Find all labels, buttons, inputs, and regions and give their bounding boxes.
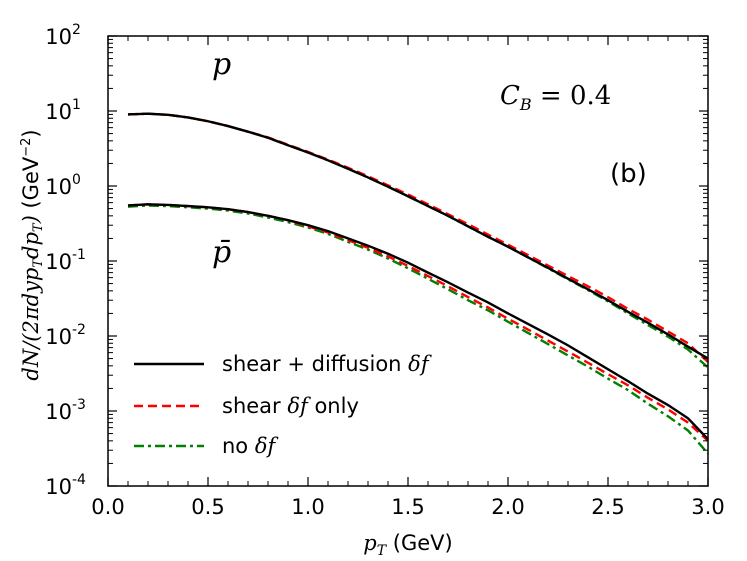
legend-entry-suffix: only — [308, 394, 359, 418]
y-axis-label-close: ) — [19, 215, 43, 224]
y-axis-label-sub2: T — [31, 222, 46, 232]
plot-frame — [107, 35, 709, 487]
x-tick-label: 3.0 — [691, 495, 724, 519]
axis-ticks — [107, 35, 709, 487]
y-tick-label: 10-3 — [45, 397, 86, 424]
y-tick-label-exp: -1 — [72, 247, 86, 263]
legend-entry-math: δf — [408, 352, 432, 376]
y-tick-label-exp: -3 — [72, 397, 86, 413]
x-axis-label-unit: (GeV) — [386, 531, 453, 555]
annotation-antiproton: p̄ — [212, 235, 231, 270]
legend-entry: shear + diffusion δf — [222, 352, 432, 376]
series-line-antiproton-solid — [127, 203, 709, 441]
x-tick-label: 2.0 — [491, 495, 524, 519]
series-line-proton-dashed — [127, 112, 709, 363]
annotation-cb-value: = 0.4 — [532, 81, 612, 111]
legend-entry-math: δf — [255, 434, 279, 458]
y-axis-label: dN/(2πdypTdpT) (GeV−2) — [19, 129, 46, 380]
y-tick-label: 102 — [45, 22, 81, 49]
y-tick-label: 101 — [45, 97, 81, 124]
series-line-antiproton-dashdot — [127, 204, 709, 455]
annotation-cb-symbol: C — [500, 81, 520, 111]
annotation-cb-sub: B — [519, 95, 532, 114]
y-tick-label-exp: 0 — [72, 172, 81, 188]
x-tick-label: 0.0 — [91, 495, 124, 519]
y-tick-label: 10-1 — [45, 247, 86, 274]
annotation-cb: CB = 0.4 — [500, 81, 611, 114]
annotation-proton: p — [212, 47, 231, 82]
y-tick-label-exp: -2 — [72, 322, 86, 338]
y-axis-label-unit-close: ) — [19, 129, 43, 137]
x-tick-label: 1.5 — [391, 495, 424, 519]
legend-entry-text: shear — [222, 394, 287, 418]
legend-entry-math: δf — [287, 394, 311, 418]
x-axis-label-symbol: p — [363, 531, 376, 555]
x-tick-label: 0.5 — [191, 495, 224, 519]
legend-entry-text: no — [222, 434, 255, 458]
y-axis-label-mid: dp — [19, 232, 43, 259]
annotation-panel-label: (b) — [610, 159, 647, 189]
y-axis-label-sub1: T — [31, 258, 46, 268]
legend-entry: shear δf only — [222, 394, 359, 418]
y-axis-label-expr: dN/(2πdyp — [19, 268, 43, 381]
y-tick-label: 10-2 — [45, 322, 86, 349]
plot-lines — [127, 112, 709, 455]
x-tick-label: 1.0 — [291, 495, 324, 519]
y-tick-label: 10-4 — [45, 472, 86, 499]
x-axis-label-sub: T — [377, 543, 388, 559]
y-tick-label: 100 — [45, 172, 81, 199]
y-tick-label-exp: -4 — [72, 472, 86, 488]
series-line-proton-solid — [127, 112, 709, 360]
series-line-antiproton-dashed — [127, 203, 709, 442]
x-tick-label: 2.5 — [591, 495, 624, 519]
x-tick-labels: 0.0 0.5 1.0 1.5 2.0 2.5 3.0 — [91, 495, 724, 519]
y-axis-label-unit: (GeV — [19, 156, 43, 215]
legend-entry-text: shear + diffusion — [222, 352, 408, 376]
legend-entry: no δf — [222, 434, 278, 458]
y-axis-label-exp: −2 — [19, 138, 34, 157]
y-tick-label-exp: 1 — [72, 97, 81, 113]
x-axis-label: pT (GeV) — [363, 531, 452, 559]
y-tick-label-exp: 2 — [72, 22, 81, 38]
